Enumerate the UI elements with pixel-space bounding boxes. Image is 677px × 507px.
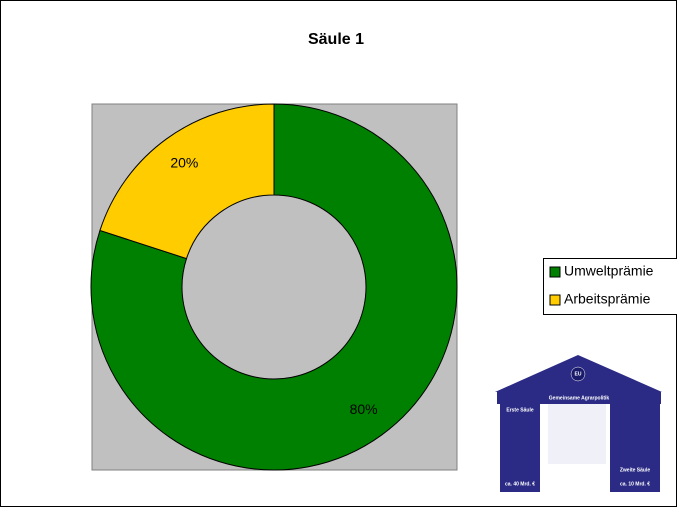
legend-swatch bbox=[550, 295, 560, 305]
data-label: 80% bbox=[350, 401, 378, 417]
legend-label: Arbeitsprämie bbox=[564, 291, 651, 307]
chart-title: Säule 1 bbox=[308, 31, 364, 48]
legend-swatch bbox=[550, 267, 560, 277]
chart: Säule 1 EU Gemeinsame Agrarpolitik Erste… bbox=[0, 0, 677, 507]
legend-label: Umweltprämie bbox=[564, 263, 654, 279]
wall bbox=[548, 404, 606, 464]
left-pillar-text: Erste Säule bbox=[506, 407, 533, 413]
left-pillar bbox=[500, 404, 540, 492]
banner-text: Gemeinsame Agrarpolitik bbox=[549, 395, 610, 401]
data-label: 20% bbox=[170, 154, 198, 170]
left-base-text: ca. 40 Mrd. € bbox=[505, 481, 535, 487]
right-base-text: ca. 10 Mrd. € bbox=[620, 481, 650, 487]
badge-text: EU bbox=[575, 371, 582, 377]
right-pillar bbox=[610, 404, 660, 492]
right-pillar-text: Zweite Säule bbox=[620, 467, 651, 473]
